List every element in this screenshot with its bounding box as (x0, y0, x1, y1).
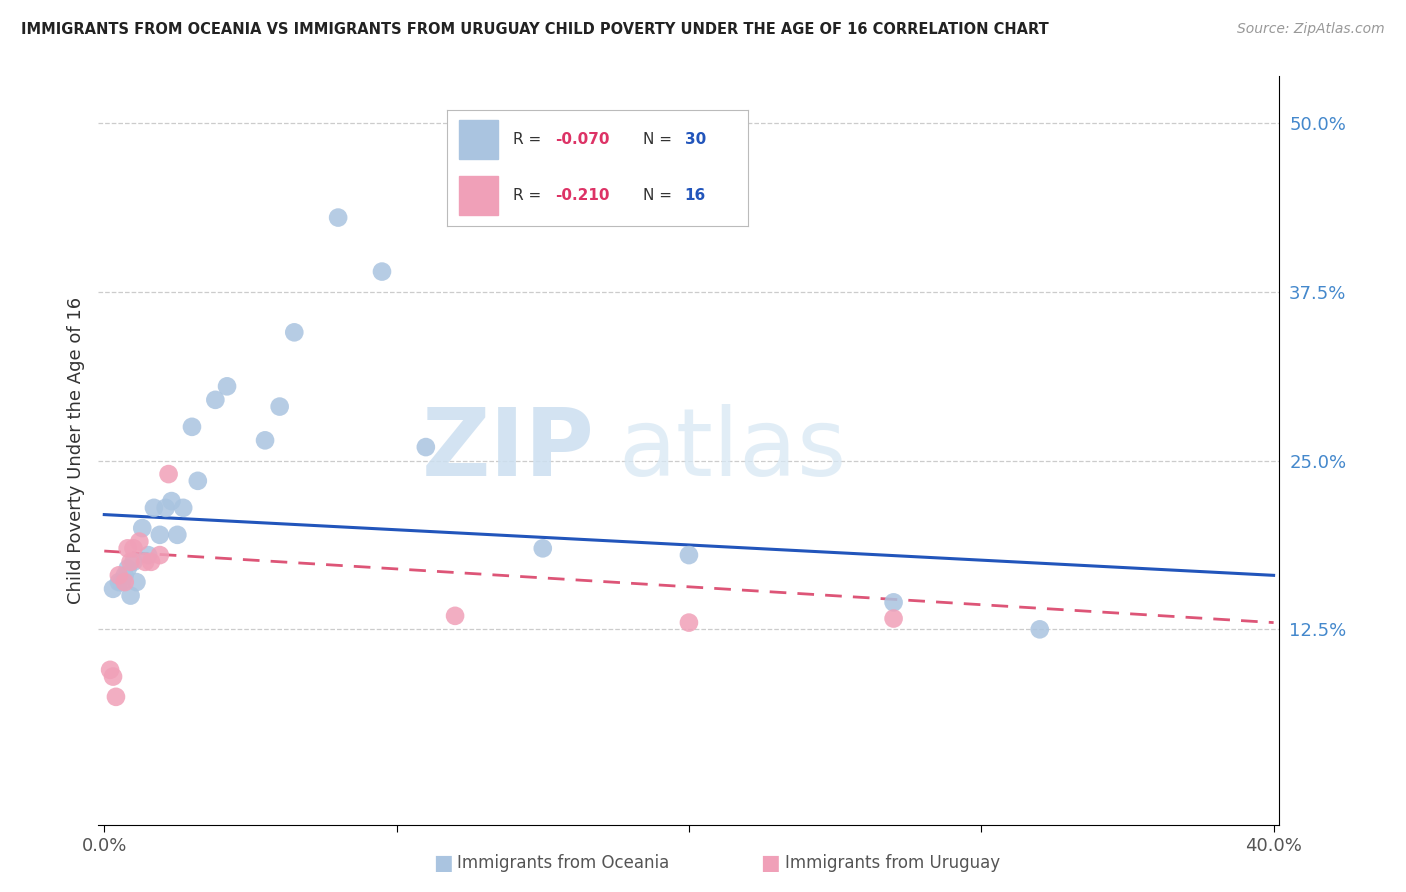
Point (120, 589, 142, 603)
Point (415, 440, 437, 454)
Point (531, 541, 554, 556)
Text: ZIP: ZIP (422, 404, 595, 497)
Point (122, 541, 145, 556)
Point (254, 434, 277, 448)
Text: IMMIGRANTS FROM OCEANIA VS IMMIGRANTS FROM URUGUAY CHILD POVERTY UNDER THE AGE O: IMMIGRANTS FROM OCEANIA VS IMMIGRANTS FR… (21, 22, 1049, 37)
Point (172, 500, 194, 515)
Point (114, 575, 136, 590)
Point (187, 474, 209, 488)
Point (326, 211, 349, 225)
Point (101, 670, 124, 684)
Point (269, 400, 291, 414)
Point (111, 575, 134, 590)
Point (160, 494, 183, 508)
Point (108, 568, 131, 582)
Point (108, 575, 131, 590)
Point (120, 555, 142, 569)
Point (114, 568, 136, 582)
Point (204, 392, 226, 407)
Point (117, 561, 139, 575)
Point (136, 548, 159, 562)
Point (883, 595, 905, 609)
Point (104, 690, 127, 704)
Point (149, 548, 172, 562)
Point (215, 379, 238, 393)
Text: ■: ■ (761, 854, 780, 873)
Point (117, 541, 139, 556)
Text: Source: ZipAtlas.com: Source: ZipAtlas.com (1237, 22, 1385, 37)
Text: ■: ■ (433, 854, 453, 873)
Text: Immigrants from Uruguay: Immigrants from Uruguay (785, 855, 1000, 872)
Point (131, 521, 153, 535)
Point (371, 264, 394, 278)
Point (149, 528, 172, 542)
Point (134, 555, 156, 569)
Point (166, 528, 188, 542)
Point (155, 500, 177, 515)
Point (678, 615, 700, 630)
Point (122, 555, 145, 569)
Point (125, 575, 148, 590)
Text: atlas: atlas (619, 404, 846, 497)
Point (101, 582, 124, 596)
Point (1029, 623, 1052, 637)
Point (181, 420, 204, 434)
Point (678, 548, 700, 562)
Point (139, 555, 162, 569)
Point (128, 534, 150, 549)
Point (444, 608, 467, 623)
Point (157, 467, 180, 481)
Point (283, 326, 305, 340)
Point (143, 500, 166, 515)
Y-axis label: Child Poverty Under the Age of 16: Child Poverty Under the Age of 16 (66, 297, 84, 604)
Point (98, 663, 121, 677)
Text: Immigrants from Oceania: Immigrants from Oceania (457, 855, 669, 872)
Point (883, 611, 905, 625)
